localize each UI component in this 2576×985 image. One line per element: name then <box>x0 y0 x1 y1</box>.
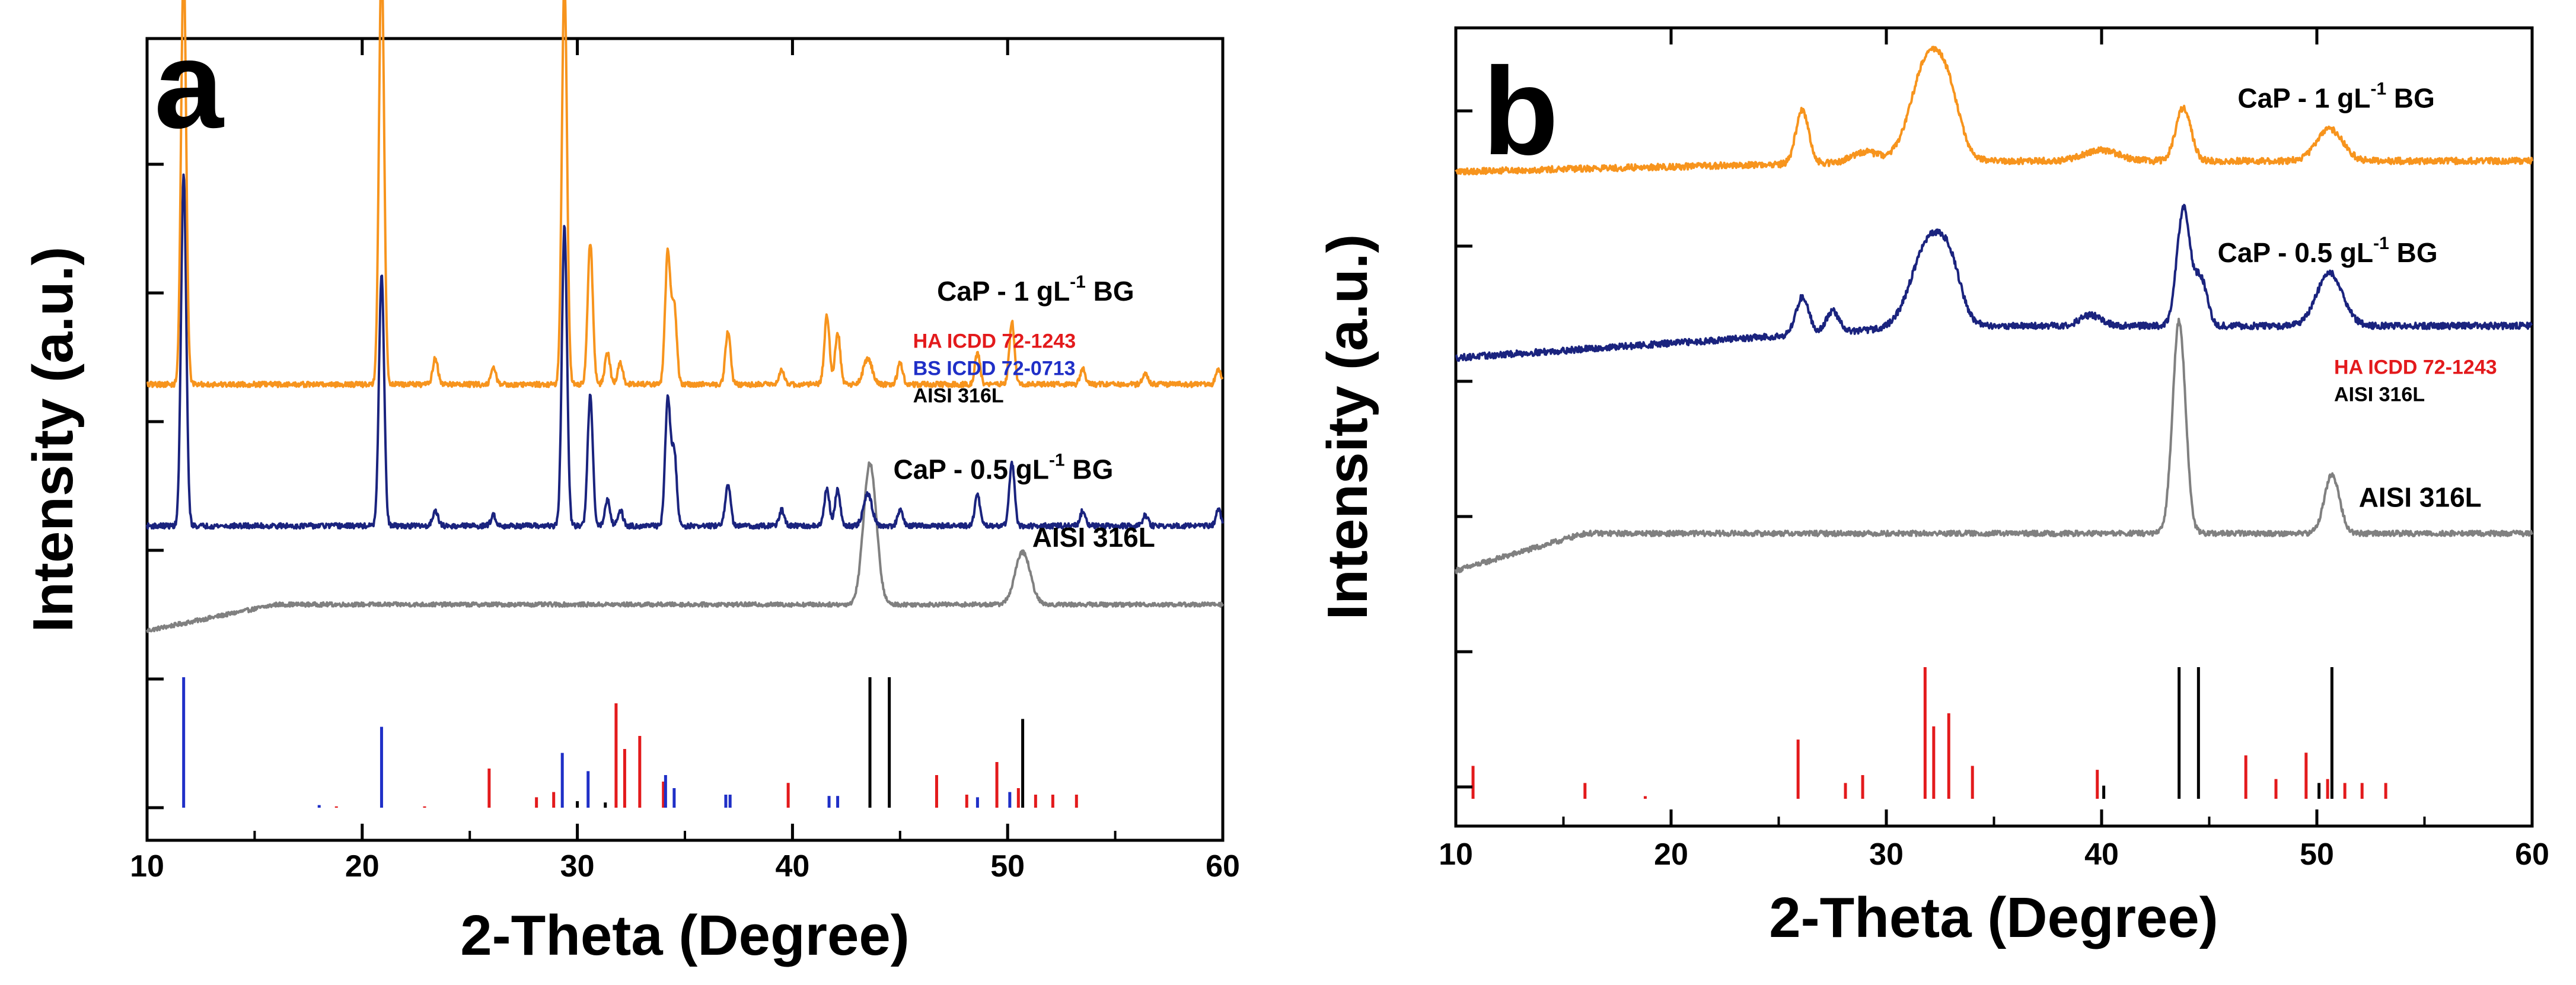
series-line-cap-0-5-gl-1-bg <box>146 173 1224 530</box>
series-label: CaP - 0.5 gL-1 BG <box>893 450 1113 484</box>
x-axis-title: 2-Theta (Degree) <box>460 904 910 967</box>
x-tick-label: 10 <box>1439 837 1473 872</box>
reference-legend-label: HA ICDD 72-1243 <box>913 330 1076 352</box>
series-lines <box>1455 46 2533 575</box>
series-labels: AISI 316L CaP - 0.5 gL-1 BG CaP - 1 gL-1 B… <box>893 272 1155 553</box>
x-tick-label: 20 <box>345 849 380 884</box>
x-tick-label: 50 <box>990 849 1025 884</box>
plot-frame <box>145 37 1225 842</box>
series-line-cap-1-gl-1-bg <box>1455 46 2533 176</box>
x-axis-title: 2-Theta (Degree) <box>1769 886 2218 949</box>
reference-pattern-bars <box>182 677 1078 808</box>
series-lines <box>146 0 1224 633</box>
panel-b: AISI 316L CaP - 0.5 gL-1 BG CaP - 1 gL-1 B… <box>1316 26 2549 949</box>
reference-legend-label: AISI 316L <box>913 384 1004 407</box>
reference-legend-label: AISI 316L <box>2334 383 2425 406</box>
panel-letter: b <box>1483 42 1558 181</box>
series-line-cap-1-gl-1-bg <box>146 0 1224 388</box>
plot-frame <box>1454 26 2534 828</box>
x-tick-label: 10 <box>130 849 164 884</box>
series-line-cap-0-5-gl-1-bg <box>1455 203 2533 362</box>
x-tick-label: 60 <box>1206 849 1240 884</box>
reference-pattern-bars <box>1471 667 2387 799</box>
series-label: CaP - 0.5 gL-1 BG <box>2218 234 2438 268</box>
x-axis-ticks <box>1562 28 2426 826</box>
y-axis-ticks <box>1456 109 1472 789</box>
x-tick-label: 30 <box>560 849 595 884</box>
x-tick-label: 40 <box>775 849 809 884</box>
series-line-aisi-316l <box>146 461 1224 633</box>
x-axis-ticks <box>253 39 1117 840</box>
series-label: AISI 316L <box>2359 482 2482 513</box>
x-tick-label: 50 <box>2300 837 2334 872</box>
x-tick-label: 40 <box>2084 837 2119 872</box>
reference-legend-label: BS ICDD 72-0713 <box>913 357 1076 380</box>
reference-legend: HA ICDD 72-1243 AISI 316L <box>2334 356 2497 406</box>
y-axis-title: Intensity (a.u.) <box>1316 234 1379 620</box>
x-tick-labels: 10 20 30 40 50 60 <box>1439 837 2549 872</box>
reference-legend: HA ICDD 72-1243 BS ICDD 72-0713 AISI 316L <box>913 330 1076 407</box>
y-axis-ticks <box>147 162 164 809</box>
x-tick-label: 60 <box>2515 837 2549 872</box>
panel-a: AISI 316L CaP - 0.5 gL-1 BG CaP - 1 gL-1 B… <box>21 0 1240 967</box>
y-axis-title: Intensity (a.u.) <box>21 247 85 633</box>
series-line-aisi-316l <box>1455 317 2533 575</box>
reference-legend-label: HA ICDD 72-1243 <box>2334 356 2497 378</box>
series-label: CaP - 1 gL-1 BG <box>937 272 1134 307</box>
x-tick-label: 30 <box>1869 837 1904 872</box>
series-label: CaP - 1 gL-1 BG <box>2237 79 2435 114</box>
series-label: AISI 316L <box>1032 522 1155 553</box>
x-tick-label: 20 <box>1654 837 1688 872</box>
panel-letter: a <box>154 15 225 154</box>
x-tick-labels: 10 20 30 40 50 60 <box>130 849 1240 884</box>
series-labels: AISI 316L CaP - 0.5 gL-1 BG CaP - 1 gL-1 B… <box>2218 79 2482 513</box>
